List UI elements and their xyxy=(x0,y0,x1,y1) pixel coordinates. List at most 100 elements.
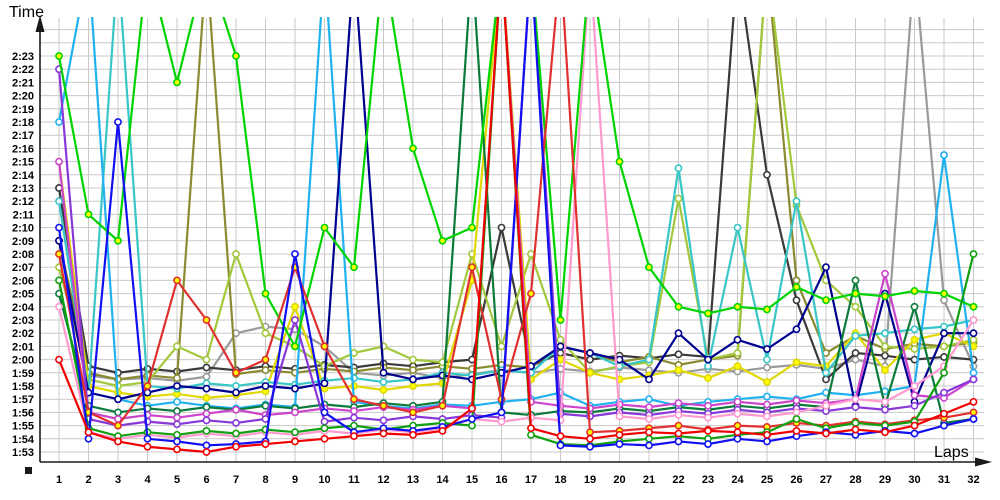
data-point-red xyxy=(468,404,476,413)
data-point-turquoise xyxy=(674,164,683,173)
x-tick-label: 12 xyxy=(377,474,389,486)
y-tick-label: 2:06 xyxy=(12,275,34,287)
x-tick-label: 6 xyxy=(203,474,209,486)
data-point-turquoise xyxy=(733,223,742,232)
data-point-yellow xyxy=(969,342,978,351)
data-point-red xyxy=(143,442,152,451)
data-point-magenta xyxy=(792,396,801,405)
data-point-navy xyxy=(320,379,329,388)
data-point-violet xyxy=(881,405,889,414)
data-point-yellowgreen xyxy=(527,250,535,258)
data-point-yellowgreen xyxy=(910,345,919,353)
data-point-brightgreen xyxy=(438,236,447,245)
data-point-darkgreen xyxy=(910,302,919,311)
y-tick-label: 1:59 xyxy=(12,368,34,380)
data-point-red2 xyxy=(173,276,181,285)
series-red xyxy=(55,17,978,456)
data-point-violet xyxy=(320,417,329,426)
series-line-turquoise xyxy=(57,17,975,394)
data-point-red2 xyxy=(586,428,594,437)
x-tick-label: 15 xyxy=(466,474,478,486)
data-point-red xyxy=(586,434,594,443)
data-point-blue xyxy=(733,434,742,443)
data-point-magenta xyxy=(202,409,211,418)
data-point-red xyxy=(527,424,535,433)
data-point-green xyxy=(969,250,978,258)
data-point-pink xyxy=(969,316,978,324)
y-tick-label: 2:07 xyxy=(12,262,34,274)
data-point-black xyxy=(792,296,801,305)
data-point-yellowgreen xyxy=(409,355,417,364)
y-tick-label: 1:57 xyxy=(12,394,34,406)
x-tick-label: 10 xyxy=(318,474,330,486)
data-point-blue xyxy=(910,429,919,438)
series-line-red2 xyxy=(57,17,975,434)
data-point-red xyxy=(114,437,122,446)
data-point-brightgreen xyxy=(84,210,93,219)
y-tick-label: 1:55 xyxy=(12,421,34,433)
data-point-magenta xyxy=(645,403,653,412)
data-point-navy xyxy=(409,375,417,384)
data-point-violet xyxy=(940,388,948,397)
data-point-green xyxy=(291,428,299,437)
data-point-green xyxy=(851,419,860,427)
x-tick-label: 17 xyxy=(525,474,537,486)
data-point-deepskyblue xyxy=(55,118,63,126)
series-lines xyxy=(55,17,978,456)
data-point-navy xyxy=(232,388,240,397)
data-point-red xyxy=(232,442,240,451)
y-tick-label: 2:04 xyxy=(12,302,35,314)
data-point-yellow xyxy=(704,374,712,382)
tick-labels: 1:531:541:55 1:561:571:581:592:00 2:012:02… xyxy=(12,51,980,486)
data-point-yellow xyxy=(291,302,299,311)
data-point-darkgreen xyxy=(114,408,122,417)
data-point-turquoise xyxy=(792,197,801,206)
data-point-navy xyxy=(969,329,978,338)
data-point-brightgreen xyxy=(232,52,240,60)
data-point-violet xyxy=(291,316,299,324)
data-point-magenta xyxy=(173,413,181,422)
data-point-brightgreen xyxy=(409,144,417,153)
data-point-violet xyxy=(173,420,181,429)
data-point-black xyxy=(556,349,565,357)
data-point-darkgreen xyxy=(173,407,181,415)
x-tick-label: 31 xyxy=(938,474,950,486)
data-point-blue xyxy=(969,415,978,423)
x-tick-label: 32 xyxy=(967,474,979,486)
data-point-blue xyxy=(645,441,653,450)
y-axis-title: Time xyxy=(9,4,44,21)
data-point-gray xyxy=(763,363,771,372)
data-point-navy xyxy=(173,382,181,390)
data-point-red2 xyxy=(438,401,447,410)
x-tick-label: 2 xyxy=(85,474,91,486)
series-pink xyxy=(55,17,978,443)
data-point-yellowgreen xyxy=(556,335,565,344)
data-point-yellow xyxy=(379,386,388,394)
data-point-pink xyxy=(881,397,889,406)
data-point-red xyxy=(910,421,919,430)
x-tick-label: 7 xyxy=(233,474,239,486)
data-point-violet xyxy=(851,403,860,412)
data-point-pink xyxy=(910,382,919,390)
data-point-red2 xyxy=(261,355,270,364)
data-point-brightgreen xyxy=(881,292,889,301)
data-point-red xyxy=(792,426,801,435)
data-point-turquoise xyxy=(645,355,653,364)
series-line-navy xyxy=(57,17,975,407)
data-point-brightgreen xyxy=(851,289,860,298)
y-tick-label: 2:13 xyxy=(12,183,34,195)
x-tick-label: 29 xyxy=(879,474,891,486)
data-point-brightgreen xyxy=(969,302,978,311)
data-point-red xyxy=(350,432,358,441)
data-point-navy xyxy=(674,329,683,338)
y-tick-label: 2:17 xyxy=(12,130,34,142)
data-point-yellowgreen xyxy=(232,250,240,258)
data-point-navy xyxy=(615,355,624,364)
data-point-pink xyxy=(674,411,683,419)
data-point-red xyxy=(202,448,211,456)
data-point-red xyxy=(763,430,771,439)
data-point-blue xyxy=(704,440,712,448)
data-point-magenta xyxy=(55,157,63,166)
y-tick-label: 2:23 xyxy=(12,51,34,63)
x-tick-label: 19 xyxy=(584,474,596,486)
